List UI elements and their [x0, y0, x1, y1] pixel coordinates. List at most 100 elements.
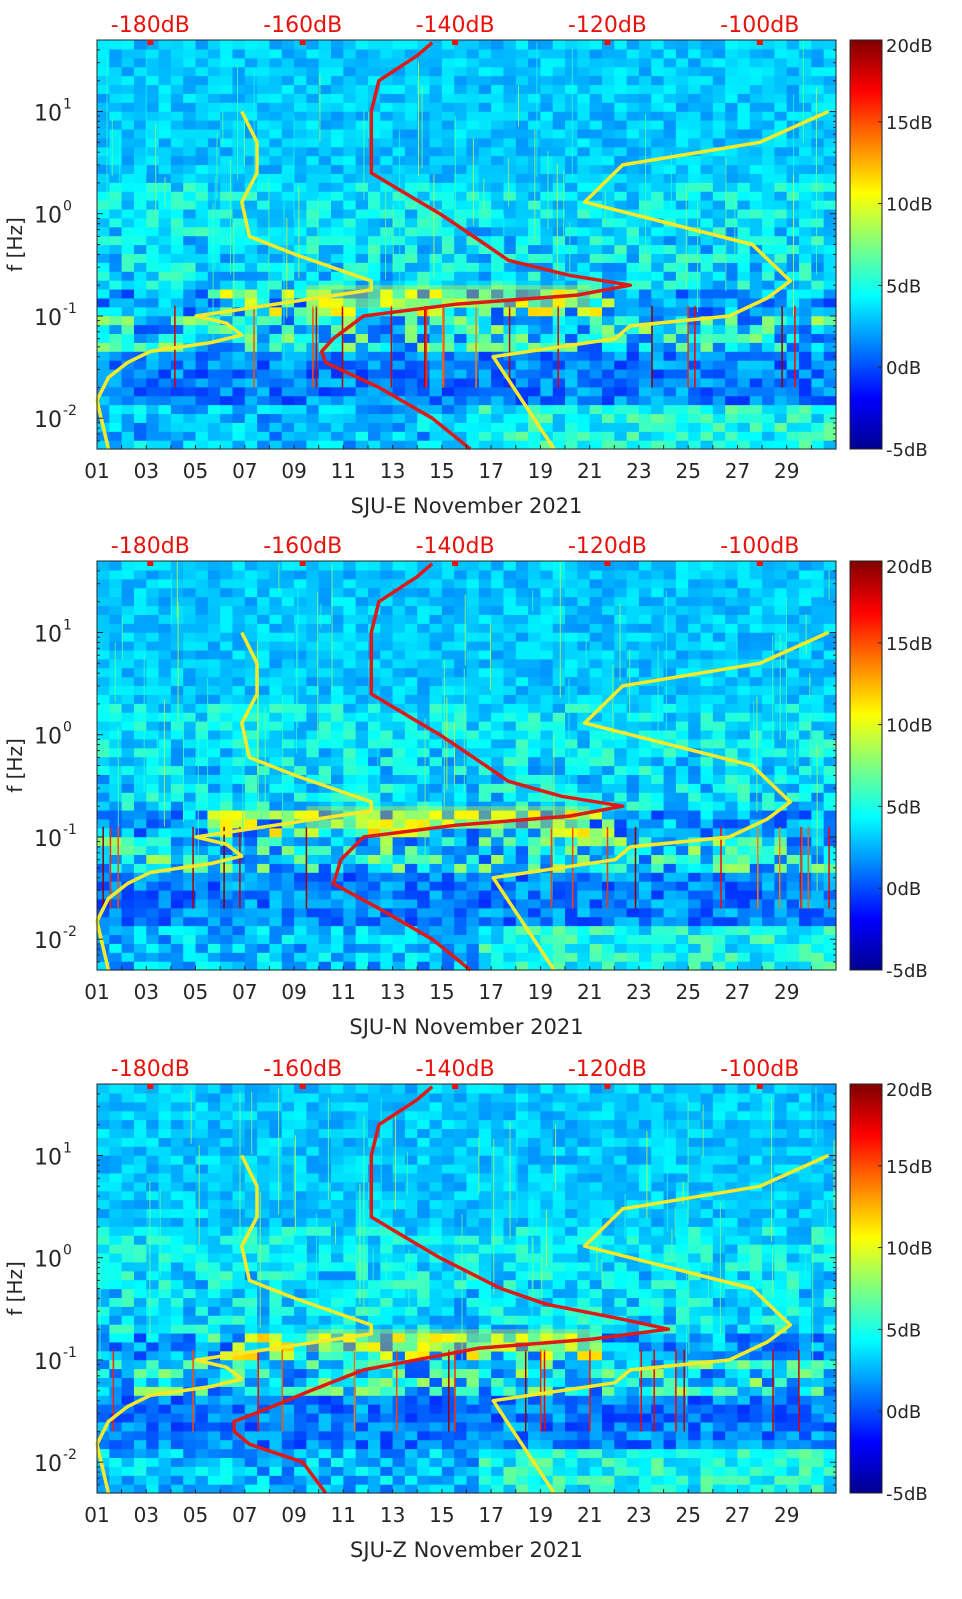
spectrogram-cell	[441, 729, 455, 740]
spectrogram-cell	[355, 854, 369, 864]
spectrogram-cell	[478, 863, 492, 873]
spectrogram-cell	[614, 934, 628, 944]
spectrogram-cell	[170, 738, 184, 749]
spectrogram-cell	[737, 907, 751, 918]
spectrogram-cell	[811, 48, 825, 59]
spectrogram-cell	[478, 765, 492, 775]
spectrogram-cell	[638, 75, 652, 86]
spectrogram-cell	[589, 208, 603, 219]
spectrogram-cell	[232, 111, 246, 121]
spectrogram-cell	[318, 667, 332, 678]
spectrogram-cell	[737, 756, 751, 767]
spectrogram-cell	[552, 235, 566, 246]
spectrogram-cell	[220, 925, 234, 936]
spectrogram-cell	[799, 102, 812, 112]
spectrogram-cell	[799, 854, 812, 864]
spectrogram-cell	[220, 943, 234, 953]
spectrogram-cell	[601, 801, 615, 811]
spectrogram-cell	[121, 765, 135, 775]
spectrogram-cell	[355, 377, 369, 388]
spectrogram-cell	[306, 854, 320, 864]
spectrogram-cell	[392, 164, 406, 174]
spectrogram-cell	[811, 729, 825, 740]
spectrogram-cell	[601, 676, 615, 687]
spectrogram-cell	[306, 721, 320, 731]
spectrogram-cell	[712, 120, 726, 130]
spectrogram-cell	[466, 712, 480, 722]
spectrogram-cell	[577, 315, 591, 326]
spectrogram-cell	[331, 217, 344, 228]
spectrogram-cell	[749, 934, 763, 944]
spectrogram-cell	[638, 271, 652, 281]
spectrogram-cell	[343, 66, 357, 77]
spectrogram-cell	[97, 809, 110, 820]
spectrogram-cell	[244, 102, 258, 112]
spectrogram-cell	[528, 756, 541, 767]
spectrogram-cell	[811, 916, 825, 927]
spectrogram-cell	[528, 916, 541, 927]
spectrogram-cell	[331, 685, 344, 695]
spectrogram-cell	[318, 836, 332, 847]
spectrogram-cell	[257, 288, 271, 299]
spectrogram-cell	[614, 262, 628, 272]
spectrogram-cell	[195, 102, 209, 112]
spectrogram-cell	[601, 146, 615, 157]
spectrogram-cell	[749, 208, 763, 219]
spectrogram-cell	[503, 288, 517, 299]
spectrogram-cell	[306, 164, 320, 174]
spectrogram-cell	[491, 747, 505, 758]
spectrogram-cell	[183, 333, 197, 343]
spectrogram-cell	[170, 431, 184, 441]
spectrogram-cell	[786, 422, 800, 432]
spectrogram-cell	[491, 262, 505, 272]
spectrogram-cell	[404, 102, 418, 112]
spectrogram-cell	[577, 943, 591, 953]
spectrogram-cell	[269, 952, 283, 962]
spectrogram-cell	[404, 253, 418, 263]
spectrogram-cell	[638, 801, 652, 811]
spectrogram-cell	[786, 898, 800, 909]
spectrogram-cell	[392, 854, 406, 864]
spectrogram-cell	[589, 128, 603, 139]
spectrogram-cell	[294, 57, 307, 68]
spectrogram-cell	[343, 200, 357, 210]
spectrogram-cell	[503, 164, 517, 174]
spectrogram-cell	[515, 253, 529, 263]
spectrogram-cell	[109, 774, 123, 784]
spectrogram-cell	[454, 863, 468, 873]
spectrogram-cell	[774, 164, 788, 174]
spectrogram-cell	[367, 854, 381, 864]
spectrogram-cell	[515, 774, 529, 784]
spectrogram-cell	[700, 961, 714, 971]
spectrogram-cell	[244, 694, 258, 704]
spectrogram-cell	[601, 765, 615, 775]
spectrogram-cell	[294, 747, 307, 758]
spectrogram-cell	[786, 360, 800, 370]
spectrogram-cell	[121, 694, 135, 704]
spectrogram-cell	[799, 342, 812, 352]
spectrogram-cell	[109, 244, 123, 254]
spectrogram-cell	[318, 120, 332, 130]
spectrogram-cell	[540, 881, 554, 891]
spectrogram-cell	[515, 288, 529, 299]
spectrogram-cell	[565, 916, 578, 927]
spectrogram-cell	[97, 712, 110, 722]
spectrogram-cell	[232, 907, 246, 918]
spectrogram-cell	[663, 881, 677, 891]
spectrogram-cell	[121, 315, 135, 326]
spectrogram-cell	[491, 792, 505, 802]
spectrogram-cell	[638, 102, 652, 112]
spectrogram-cell	[417, 801, 431, 811]
spectrogram-cell	[109, 342, 123, 352]
spectrogram-cell	[577, 694, 591, 704]
spectrogram-cell	[515, 440, 529, 450]
spectrogram-cell	[281, 845, 295, 856]
spectrogram-cell	[725, 738, 739, 749]
spectrogram-cell	[417, 271, 431, 281]
spectrogram-cell	[762, 280, 776, 290]
spectrogram-cell	[675, 413, 689, 423]
spectrogram-cell	[712, 845, 726, 856]
spectrogram-cell	[392, 271, 406, 281]
spectrogram-cell	[441, 952, 455, 962]
